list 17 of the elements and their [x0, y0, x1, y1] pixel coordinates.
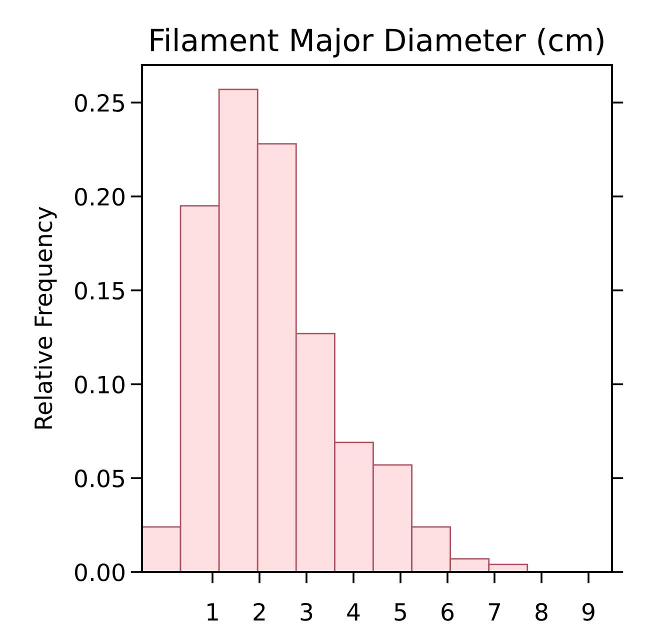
y-tick-label: 0.10 — [75, 376, 124, 394]
chart-title: Filament Major Diameter (cm) — [151, 28, 604, 58]
y-tick-label: 0.00 — [75, 563, 124, 582]
x-tick-label: 9 — [582, 602, 594, 621]
y-tick-label: 0.25 — [75, 94, 124, 112]
x-tick-label: 1 — [208, 603, 218, 620]
x-tick-label: 8 — [536, 602, 548, 621]
y-tick-label: 0.20 — [75, 188, 124, 206]
x-tick-label: 2 — [254, 602, 265, 620]
x-tick-label: 3 — [300, 602, 312, 621]
x-tick-label: 7 — [488, 603, 500, 620]
y-tick-label: 0.15 — [75, 282, 124, 300]
y-axis-title: Relative Frequency — [34, 206, 57, 429]
y-tick-label: 0.05 — [75, 470, 124, 488]
x-tick-label: 4 — [347, 603, 360, 620]
x-tick-label: 6 — [442, 602, 454, 621]
x-tick-label: 5 — [394, 603, 406, 621]
